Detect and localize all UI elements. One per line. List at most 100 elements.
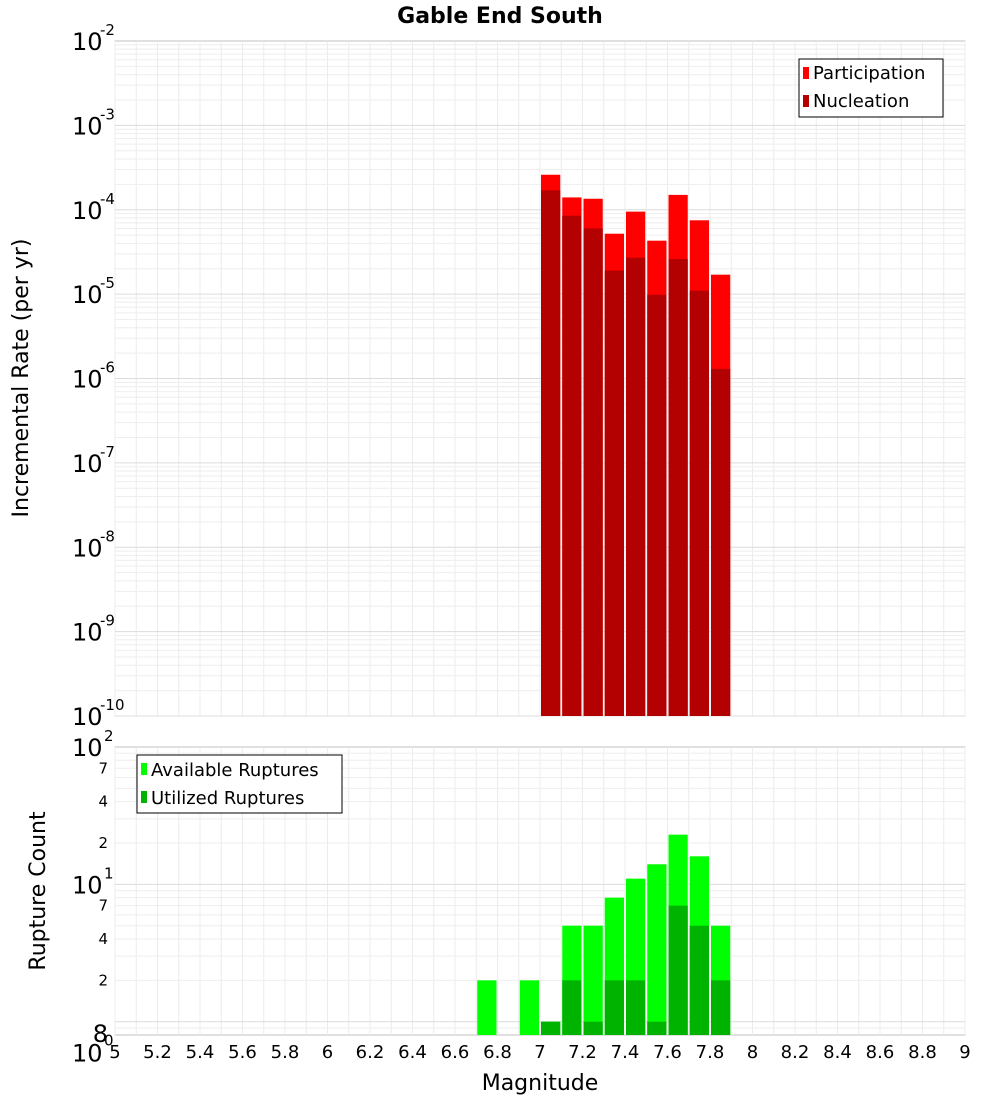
utilized-ruptures-bar — [668, 905, 688, 1035]
rate-y-tick-base: 10 — [72, 281, 103, 309]
count-y-minor-tick-label: 7 — [98, 897, 108, 915]
rate-y-tick-base: 10 — [72, 703, 103, 731]
count-y-minor-tick-label: 4 — [98, 793, 108, 811]
x-tick-label: 5 — [109, 1042, 120, 1063]
count-y-tick-exponent: 1 — [104, 864, 114, 882]
count-y-tick-exponent: 2 — [104, 727, 114, 745]
count-y-minor-tick-label: 7 — [98, 759, 108, 777]
x-ticks: 5 5.2 5.4 5.6 5.8 6 6.2 6.4 6.6 6.8 7 7.2 7.4 7.6 7.8 8… — [109, 1042, 970, 1063]
available-legend-label: Available Ruptures — [151, 760, 319, 781]
nucleation-bar — [689, 290, 709, 716]
count-y-tick-base: 10 — [72, 734, 103, 762]
utilized-ruptures-bar — [604, 980, 624, 1035]
utilized-ruptures-bar — [711, 980, 731, 1035]
x-tick-label: 6.2 — [356, 1042, 385, 1063]
rate-legend-box — [798, 58, 944, 118]
count-y-tick-base: 10 — [72, 871, 103, 899]
rate-y-axis-label: Incremental Rate (per yr) — [9, 239, 34, 518]
rate-y-tick-base: 10 — [72, 619, 103, 647]
participation-legend-swatch — [803, 67, 809, 79]
rate-y-tick-label: 10-5 — [72, 274, 115, 309]
rate-bars — [541, 174, 731, 717]
rate-y-tick-base: 10 — [72, 450, 103, 478]
rate-y-tick-exponent: -8 — [100, 527, 115, 545]
utilized-ruptures-bar — [583, 1021, 603, 1035]
x-tick-label: 8 — [747, 1042, 758, 1063]
available-ruptures-bar — [583, 925, 603, 1035]
available-ruptures-bar — [519, 980, 539, 1035]
rate-y-tick-base: 10 — [72, 112, 103, 140]
utilized-ruptures-bar — [626, 980, 646, 1035]
rate-y-tick-exponent: -7 — [100, 443, 115, 461]
rate-y-tick-label: 10-8 — [72, 527, 115, 562]
count-y-tick-base: 10 — [72, 1040, 103, 1068]
nucleation-legend-label: Nucleation — [813, 91, 909, 112]
count-y-tick-exponent: 0 — [104, 1032, 114, 1050]
nucleation-bar — [562, 215, 582, 717]
x-tick-label: 6.8 — [483, 1042, 512, 1063]
x-tick-label: 5.6 — [228, 1042, 257, 1063]
utilized-ruptures-bar — [689, 925, 709, 1035]
count-gridlines — [114, 747, 966, 1035]
x-tick-label: 5.4 — [186, 1042, 215, 1063]
rate-y-tick-base: 10 — [72, 28, 103, 56]
x-tick-label: 8.8 — [908, 1042, 937, 1063]
rate-y-tick-base: 10 — [72, 534, 103, 562]
participation-legend-label: Participation — [813, 63, 925, 84]
x-tick-label: 7.6 — [653, 1042, 682, 1063]
x-tick-label: 6 — [322, 1042, 333, 1063]
rate-y-tick-base: 10 — [72, 197, 103, 225]
x-tick-label: 7.4 — [611, 1042, 640, 1063]
utilized-legend-swatch — [141, 791, 147, 803]
nucleation-bar — [647, 294, 667, 716]
rate-y-tick-label: 10-6 — [72, 359, 115, 394]
count-y-minor-tick-label: 2 — [98, 971, 108, 989]
rate-y-tick-exponent: -5 — [100, 274, 115, 292]
x-axis-label: Magnitude — [482, 1071, 599, 1096]
rate-y-tick-exponent: -6 — [100, 359, 115, 377]
rate-y-tick-label: 10-2 — [72, 21, 115, 56]
rate-y-tick-label: 10-4 — [72, 190, 115, 225]
count-y-minor-tick-label: 4 — [98, 930, 108, 948]
utilized-ruptures-bar — [541, 1021, 561, 1035]
available-legend-swatch — [141, 763, 147, 775]
rate-y-tick-base: 10 — [72, 366, 103, 394]
count-bars — [477, 834, 731, 1035]
rate-y-tick-exponent: -10 — [100, 696, 125, 714]
rate-y-tick-label: 10-3 — [72, 105, 115, 140]
utilized-ruptures-bar — [647, 1021, 667, 1035]
rate-y-tick-exponent: -4 — [100, 190, 115, 208]
nucleation-bar — [604, 270, 624, 716]
utilized-ruptures-bar — [562, 980, 582, 1035]
nucleation-bar — [583, 228, 603, 716]
x-tick-label: 7.8 — [696, 1042, 725, 1063]
x-tick-label: 8.4 — [823, 1042, 852, 1063]
nucleation-legend-swatch — [803, 95, 809, 107]
utilized-legend-label: Utilized Ruptures — [151, 788, 304, 809]
x-tick-label: 7.2 — [568, 1042, 597, 1063]
nucleation-bar — [626, 257, 646, 716]
x-tick-label: 6.4 — [398, 1042, 427, 1063]
count-y-minor-tick-label: 8 — [93, 1020, 108, 1048]
x-tick-label: 7 — [534, 1042, 545, 1063]
rate-y-tick-label: 10-7 — [72, 443, 115, 478]
rate-y-tick-exponent: -2 — [100, 21, 115, 39]
x-tick-label: 6.6 — [441, 1042, 470, 1063]
x-tick-label: 9 — [959, 1042, 970, 1063]
chart-title: Gable End South — [397, 4, 603, 29]
rate-y-tick-label: 10-9 — [72, 612, 115, 647]
nucleation-bar — [541, 190, 561, 716]
count-y-minor-tick-label: 2 — [98, 834, 108, 852]
x-tick-label: 5.8 — [271, 1042, 300, 1063]
rate-y-tick-exponent: -3 — [100, 105, 115, 123]
x-tick-label: 5.2 — [143, 1042, 172, 1063]
rate-y-tick-label: 10-10 — [72, 696, 125, 731]
count-legend-box — [136, 754, 343, 814]
count-y-axis-label: Rupture Count — [26, 811, 51, 971]
rate-gridlines — [114, 41, 966, 717]
